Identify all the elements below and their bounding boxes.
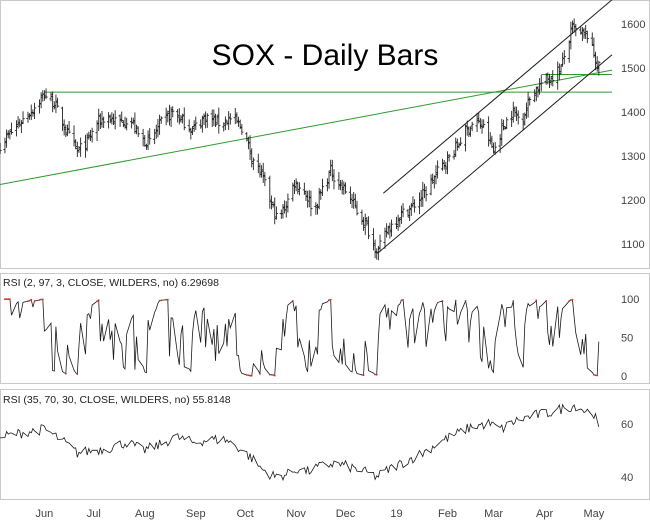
rsi-2-extreme-point [329, 298, 332, 301]
x-tick-label: 19 [390, 508, 402, 520]
price-panel: 1100 1200 1300 1400 1500 1600 SOX - Daily Bar… [0, 0, 650, 269]
rsi-2-extreme-point [250, 374, 253, 377]
rsi-35-line [0, 403, 600, 482]
rsi-2-panel: RSI (2, 97, 3, CLOSE, WILDERS, no) 6.296… [0, 273, 650, 384]
price-y-tick-label: 1400 [621, 107, 645, 119]
x-tick-label: Sep [186, 508, 206, 520]
chart-title: SOX - Daily Bars [212, 39, 439, 72]
price-bars [0, 18, 601, 261]
rsi-2-extreme-point [441, 300, 444, 302]
x-tick-label: Feb [438, 508, 457, 520]
x-tick-label: Dec [336, 508, 356, 520]
rsi-2-extreme-point [40, 298, 43, 301]
x-tick-label: Nov [286, 508, 306, 520]
rsi-2-extreme-point [568, 300, 571, 302]
rsi-35-y-axis: 40 60 [621, 419, 633, 484]
rsi-2-extreme-point [374, 373, 376, 376]
price-y-axis: 1100 1200 1300 1400 1500 1600 [621, 19, 645, 251]
rsi-2-extreme-point [545, 299, 548, 302]
price-y-tick-label: 1300 [621, 151, 645, 163]
x-tick-label: Aug [135, 508, 155, 520]
rsi-2-line [4, 298, 600, 377]
rsi-35-panel: RSI (35, 70, 30, CLOSE, WILDERS, no) 55.… [0, 389, 650, 500]
rsi-35-label-text: RSI (35, 70, 30, CLOSE, WILDERS, no) [3, 394, 190, 406]
price-y-tick-label: 1500 [621, 63, 645, 75]
rsi-2-extreme-point [594, 374, 597, 377]
rsi-2-extreme-point [512, 300, 515, 302]
rsi-2-extreme-point [30, 298, 33, 301]
rsi-2-extreme-point [273, 374, 276, 377]
rsi-2-extreme-point [268, 373, 271, 376]
rsi-2-extreme-point [97, 299, 100, 301]
rsi-2-extreme-point [249, 374, 251, 377]
rsi-2-extreme-point [38, 299, 41, 301]
rsi-2-label-text: RSI (2, 97, 3, CLOSE, WILDERS, no) [3, 277, 178, 289]
rsi-35-series-line [0, 403, 600, 482]
rsi-2-extreme-point [245, 374, 248, 376]
rsi-2-extreme-point [27, 300, 29, 303]
rsi-2-extreme-point [464, 300, 467, 302]
rsi-2-y-tick-label: 0 [621, 371, 627, 383]
x-tick-label: Jun [36, 508, 54, 520]
rsi-2-extreme-point [402, 299, 404, 301]
rsi-2-extreme-point [272, 374, 274, 376]
rsi-2-y-tick-label: 50 [621, 333, 633, 345]
rsi-2-extreme-point [76, 373, 79, 375]
rsi-2-y-tick-label: 100 [621, 294, 639, 306]
price-y-tick-label: 1200 [621, 195, 645, 207]
rsi-35-y-tick-label: 40 [621, 472, 633, 484]
rsi-2-extreme-point [28, 299, 31, 302]
rsi-2-series-line [4, 298, 600, 377]
price-y-tick-label: 1600 [621, 19, 645, 31]
rsi-2-extreme-point [166, 298, 169, 301]
rsi-2-y-axis: 0 50 100 [621, 294, 639, 383]
x-tick-label: Mar [484, 508, 503, 520]
rsi-2-extreme-point [375, 373, 378, 376]
rsi-2-extreme-point [328, 299, 330, 301]
rsi-2-last-value: 6.29698 [181, 277, 219, 289]
rsi-2-extreme-point [4, 298, 6, 301]
rsi-2-extreme-point [361, 373, 363, 376]
x-tick-label: Jul [87, 508, 101, 520]
x-tick-label: Oct [237, 508, 254, 520]
rsi-2-label: RSI (2, 97, 3, CLOSE, WILDERS, no) 6.296… [3, 277, 219, 289]
x-tick-label: May [584, 508, 605, 520]
rsi-2-extreme-point [569, 299, 572, 301]
rsi-2-extreme-point [160, 299, 163, 302]
rsi-35-y-tick-label: 60 [621, 419, 633, 431]
x-axis: Jun Jul Aug Sep Oct Nov Dec 19 Feb Mar Apr May [36, 508, 605, 520]
rsi-2-extreme-point [535, 299, 538, 302]
support-line [0, 69, 613, 185]
rsi-2-extreme-point [247, 374, 250, 377]
rsi-2-extreme-point [33, 300, 36, 302]
x-tick-label: Apr [536, 508, 553, 520]
rsi-2-extreme-point [8, 298, 11, 301]
rsi-2-extreme-point [571, 298, 574, 301]
rsi-2-extreme-point [362, 374, 365, 377]
rsi-2-extreme-point [41, 298, 44, 301]
rsi-2-extreme-point [7, 298, 10, 301]
rsi-35-last-value: 55.8148 [193, 394, 231, 406]
rsi-2-extreme-point [593, 373, 595, 376]
rsi-2-extreme-point [5, 298, 8, 301]
rsi-2-extreme-point [400, 299, 403, 302]
rsi-2-extreme-point [454, 299, 457, 302]
rsi-2-extreme-point [270, 373, 273, 376]
rsi-2-extreme-point [596, 374, 599, 377]
rsi-2-extreme-point [291, 299, 294, 302]
price-y-tick-label: 1100 [621, 239, 645, 251]
rsi-2-extreme-point [64, 372, 67, 375]
rsi-2-extreme-point [158, 299, 161, 302]
rsi-2-extreme-point [165, 298, 168, 301]
rsi-2-extreme-point [259, 372, 261, 375]
rsi-35-label: RSI (35, 70, 30, CLOSE, WILDERS, no) 55.… [3, 394, 231, 406]
rsi-2-extreme-point [96, 300, 98, 303]
